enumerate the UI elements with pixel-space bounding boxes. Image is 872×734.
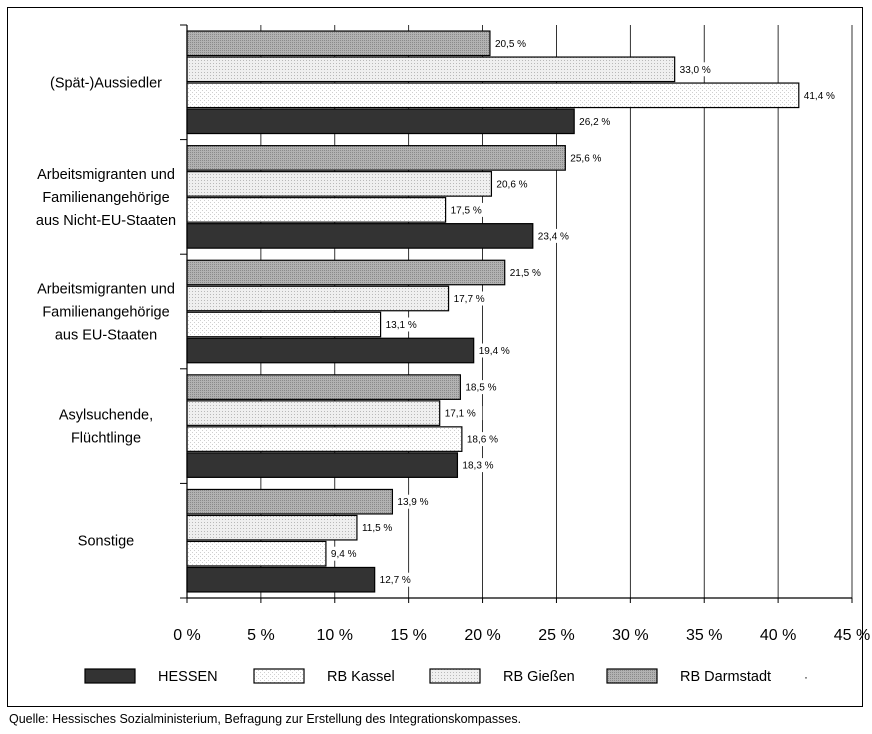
bar-rb-giessen-cat1 bbox=[186, 56, 676, 83]
data-label: 17,7 % bbox=[454, 294, 485, 305]
data-label-bg bbox=[462, 432, 505, 447]
data-label: 11,5 % bbox=[362, 523, 392, 534]
data-label: 17,5 % bbox=[451, 205, 482, 216]
axis-layer: (Spät-)Aussiedler Arbeitsmigranten und Fam… bbox=[36, 24, 870, 644]
bar-rb-darmstadt-cat4 bbox=[186, 374, 461, 400]
legend-label-rb-giessen: RB Gießen bbox=[503, 669, 575, 685]
x-tick-label: 10 % bbox=[317, 627, 353, 644]
x-tick-label: 5 % bbox=[247, 627, 275, 644]
x-tick-label: 35 % bbox=[686, 627, 722, 644]
data-label-bg bbox=[393, 494, 436, 509]
x-tick-label: 25 % bbox=[538, 627, 574, 644]
data-label-bg bbox=[458, 458, 501, 473]
bar-rb-giessen-cat2 bbox=[186, 171, 493, 197]
data-label-bg bbox=[799, 88, 842, 103]
data-label: 19,4 % bbox=[479, 346, 510, 357]
data-label: 25,6 % bbox=[570, 153, 601, 164]
x-tick-label: 30 % bbox=[612, 627, 648, 644]
data-label-bg bbox=[461, 380, 503, 395]
data-label-bg bbox=[533, 228, 576, 243]
data-label-bg bbox=[492, 176, 535, 191]
x-tick-label: 40 % bbox=[760, 627, 796, 644]
bar-hessen-cat1 bbox=[186, 108, 575, 135]
data-label: 23,4 % bbox=[538, 231, 569, 242]
data-label: 18,6 % bbox=[467, 435, 498, 446]
data-label: 41,4 % bbox=[804, 91, 835, 102]
source-note: Quelle: Hessisches Sozialministerium, Be… bbox=[9, 712, 522, 726]
bars-layer bbox=[186, 30, 800, 593]
x-tick-label: 15 % bbox=[390, 627, 426, 644]
data-label: 18,5 % bbox=[465, 383, 496, 394]
data-label: 33,0 % bbox=[680, 65, 711, 76]
data-label-bg bbox=[505, 265, 548, 280]
bar-rb-kassel-cat3 bbox=[186, 311, 382, 338]
data-label: 18,3 % bbox=[462, 461, 493, 472]
bar-hessen-cat2 bbox=[186, 223, 534, 249]
bar-rb-darmstadt-cat5 bbox=[186, 488, 394, 515]
data-label-bg bbox=[474, 343, 517, 358]
data-label: 20,6 % bbox=[496, 179, 527, 190]
data-label: 21,5 % bbox=[510, 268, 541, 279]
data-label-bg bbox=[675, 62, 718, 77]
data-label-bg bbox=[566, 150, 608, 165]
data-label-bg bbox=[381, 317, 424, 332]
category-label: Sonstige bbox=[78, 534, 134, 550]
data-label-bg bbox=[440, 406, 483, 421]
bar-rb-kassel-cat4 bbox=[186, 426, 463, 452]
data-label-bg bbox=[446, 202, 489, 217]
data-label: 13,1 % bbox=[386, 320, 417, 331]
data-label: 26,2 % bbox=[579, 117, 610, 128]
bar-rb-giessen-cat4 bbox=[186, 400, 441, 426]
bar-rb-giessen-cat3 bbox=[186, 285, 450, 312]
category-label: Asylsuchende, Flüchtlinge bbox=[59, 408, 153, 447]
legend-swatch-rb-darmstadt bbox=[606, 668, 658, 684]
bar-rb-kassel-cat5 bbox=[186, 540, 327, 567]
bar-hessen-cat4 bbox=[186, 452, 459, 478]
x-tick-label: 0 % bbox=[173, 627, 201, 644]
legend-label-rb-kassel: RB Kassel bbox=[327, 669, 395, 685]
legend-swatch-rb-giessen bbox=[429, 668, 481, 684]
data-label-bg bbox=[357, 520, 400, 535]
bar-rb-darmstadt-cat2 bbox=[186, 145, 566, 171]
legend-label-hessen: HESSEN bbox=[158, 669, 218, 685]
data-label: 17,1 % bbox=[445, 409, 476, 420]
legend: HESSEN RB Kassel RB Gießen RB Darmstadt · bbox=[84, 668, 808, 685]
data-label-bg bbox=[326, 546, 363, 561]
chart-frame bbox=[7, 7, 863, 707]
data-label-bg bbox=[490, 36, 533, 51]
data-label-bg bbox=[375, 572, 418, 587]
legend-label-rb-darmstadt: RB Darmstadt bbox=[680, 669, 771, 685]
legend-swatch-hessen bbox=[84, 668, 136, 684]
data-label-bg bbox=[575, 114, 617, 129]
bar-rb-giessen-cat5 bbox=[186, 514, 358, 541]
data-labels-layer: 20,5 % 33,0 % 41,4 % 26,2 % 25,6 % 20,6 % 17,5… bbox=[326, 36, 842, 587]
legend-swatch-rb-kassel bbox=[253, 668, 305, 684]
x-tick-label: 45 % bbox=[834, 627, 870, 644]
bar-hessen-cat5 bbox=[186, 566, 376, 593]
bar-rb-kassel-cat1 bbox=[186, 82, 800, 109]
data-label-bg bbox=[449, 291, 492, 306]
category-label: Arbeitsmigranten und Familienangehörige au… bbox=[37, 282, 175, 344]
category-label: (Spät-)Aussiedler bbox=[50, 75, 162, 91]
bar-rb-darmstadt-cat1 bbox=[186, 30, 491, 57]
legend-stray-mark: · bbox=[804, 670, 808, 684]
data-label: 12,7 % bbox=[380, 575, 411, 586]
bar-hessen-cat3 bbox=[186, 337, 475, 364]
category-label: Arbeitsmigranten und Familienangehörige au… bbox=[36, 167, 176, 229]
data-label: 13,9 % bbox=[397, 497, 428, 508]
data-label: 20,5 % bbox=[495, 39, 526, 50]
x-tick-label: 20 % bbox=[464, 627, 500, 644]
bar-rb-kassel-cat2 bbox=[186, 197, 447, 223]
bar-rb-darmstadt-cat3 bbox=[186, 259, 506, 286]
data-label: 9,4 % bbox=[331, 549, 357, 560]
